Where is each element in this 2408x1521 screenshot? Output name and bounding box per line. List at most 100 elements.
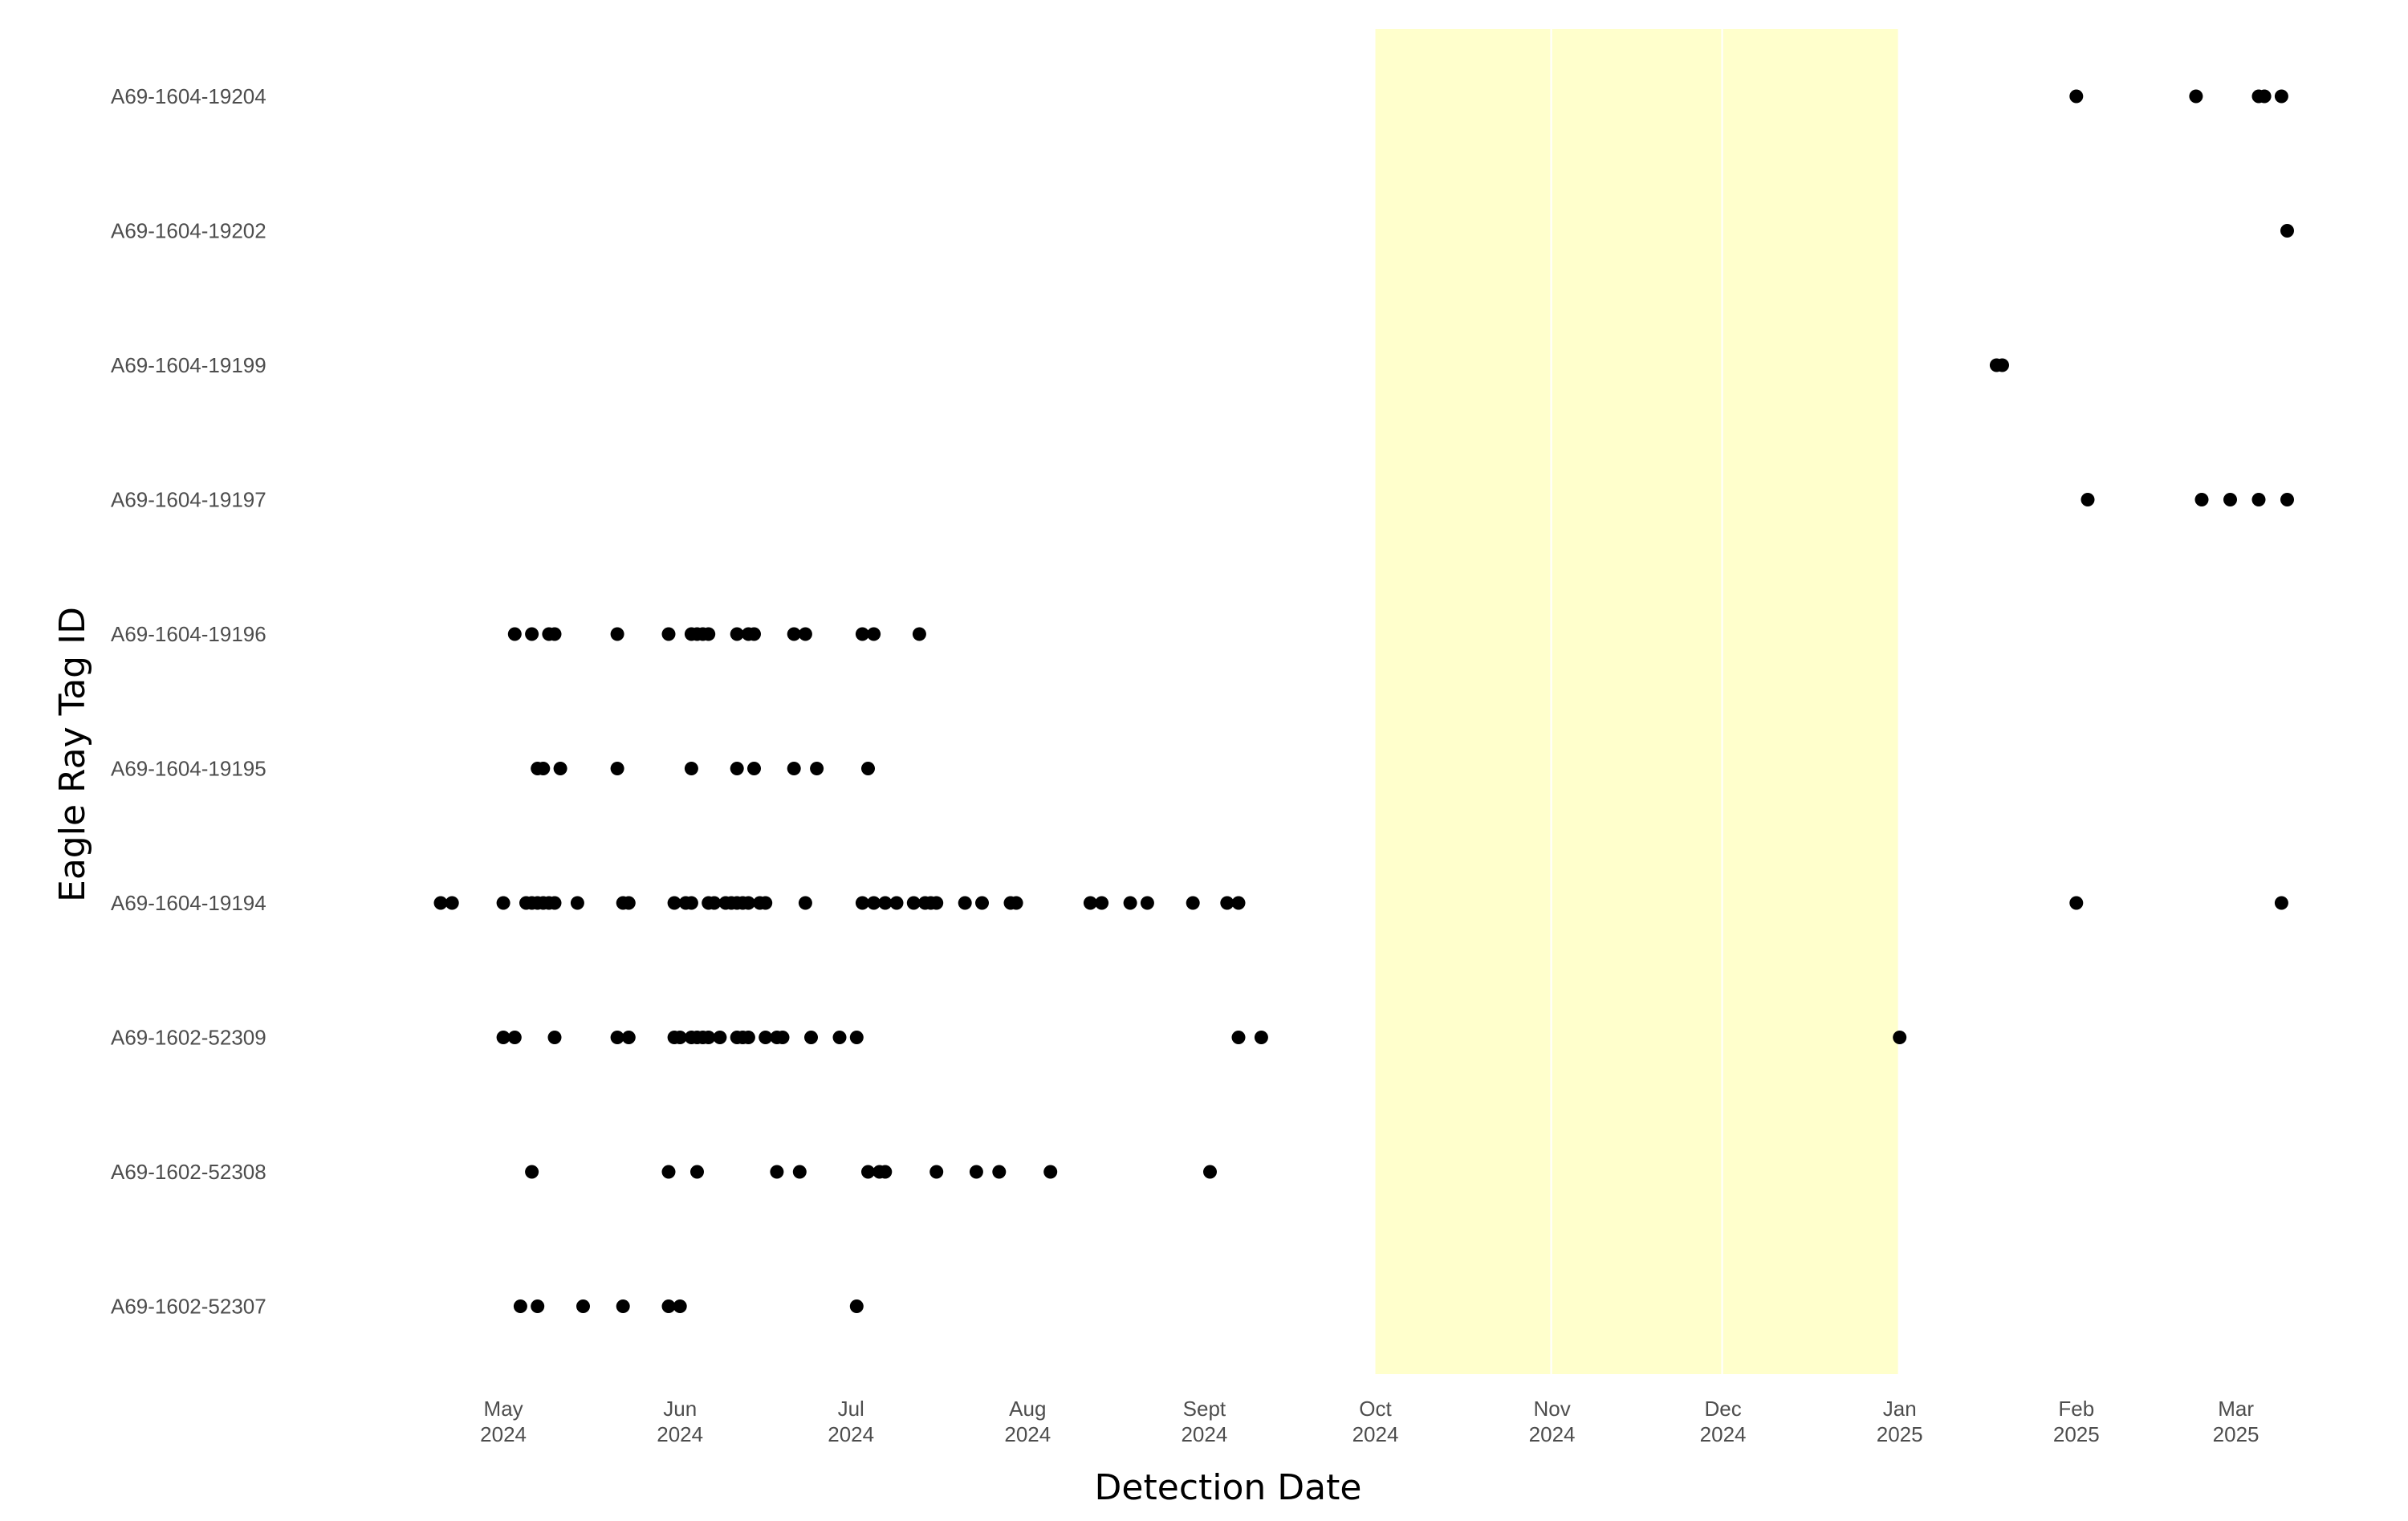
x-tick-label-year: 2024	[480, 1422, 527, 1446]
detection-point	[1893, 1031, 1907, 1044]
detection-point	[673, 1299, 687, 1313]
detection-point	[2189, 89, 2203, 104]
detection-points-layer	[433, 89, 2294, 1313]
detection-point	[730, 627, 744, 641]
detection-point	[496, 896, 510, 910]
detection-point	[1140, 896, 1154, 910]
detection-point	[547, 627, 562, 641]
detection-point	[547, 1031, 562, 1044]
y-tick-label: A69-1602-52308	[111, 1160, 266, 1184]
detection-point	[747, 762, 761, 775]
detection-point	[2194, 493, 2209, 506]
detection-point	[1995, 358, 2009, 372]
detection-point	[867, 627, 881, 641]
detection-point	[621, 896, 636, 910]
detection-point	[1043, 1165, 1058, 1179]
detection-point	[2280, 224, 2294, 238]
x-tick-label-year: 2024	[1529, 1422, 1576, 1446]
detection-point	[507, 627, 522, 641]
detection-point	[673, 1031, 687, 1044]
detection-point	[889, 896, 904, 910]
detection-point	[2274, 896, 2288, 910]
detection-point	[1186, 896, 1200, 910]
detection-point	[2223, 493, 2237, 506]
y-tick-label: A69-1604-19204	[111, 84, 266, 108]
detection-point	[861, 1165, 875, 1179]
x-tick-label-month: Mar	[2218, 1397, 2254, 1421]
detection-point	[855, 896, 869, 910]
x-tick-label-month: Oct	[1359, 1397, 1392, 1421]
detection-point	[730, 762, 744, 775]
shaded-period-layer	[1375, 29, 1898, 1374]
detection-point	[661, 1165, 676, 1179]
x-tick-label-month: Feb	[2058, 1397, 2094, 1421]
detection-point	[576, 1299, 590, 1313]
detection-point	[1203, 1165, 1217, 1179]
detection-point	[759, 1031, 773, 1044]
detection-point	[958, 896, 972, 910]
detection-point	[690, 1165, 704, 1179]
shaded-period-1	[1375, 29, 1551, 1374]
detection-point	[1220, 896, 1235, 910]
x-tick-label-year: 2024	[657, 1422, 703, 1446]
detection-point	[2081, 493, 2095, 506]
x-tick-label-year: 2024	[1700, 1422, 1747, 1446]
detection-point	[1231, 1031, 1246, 1044]
x-tick-label-month: Jul	[838, 1397, 864, 1421]
detection-point	[1009, 896, 1023, 910]
detection-point	[969, 1165, 983, 1179]
detection-point	[553, 762, 567, 775]
detection-point	[513, 1299, 527, 1313]
x-tick-label-month: Jun	[663, 1397, 697, 1421]
detection-point	[832, 1031, 847, 1044]
y-tick-label: A69-1602-52309	[111, 1026, 266, 1050]
detection-point	[536, 762, 551, 775]
y-tick-label: A69-1604-19197	[111, 488, 266, 512]
detection-point	[547, 896, 562, 910]
y-tick-label: A69-1604-19194	[111, 891, 266, 915]
detection-point	[2251, 493, 2266, 506]
detection-point	[929, 896, 944, 910]
detection-point	[804, 1031, 818, 1044]
detection-point	[445, 896, 459, 910]
detection-point	[849, 1299, 864, 1313]
detection-point	[616, 1299, 630, 1313]
y-axis-tick-labels: A69-1604-19204 A69-1604-19202 A69-1604-191…	[111, 84, 266, 1319]
detection-point	[1123, 896, 1137, 910]
detection-point	[810, 762, 824, 775]
detection-point	[684, 762, 698, 775]
detection-point	[798, 896, 812, 910]
detection-point	[667, 896, 681, 910]
x-tick-label-year: 2024	[1004, 1422, 1051, 1446]
detection-point	[433, 896, 448, 910]
x-tick-label-month: Dec	[1704, 1397, 1741, 1421]
detection-point	[878, 1165, 893, 1179]
y-axis-title: Eagle Ray Tag ID	[52, 607, 93, 902]
detection-point	[975, 896, 989, 910]
detection-point	[759, 896, 773, 910]
x-tick-label-month: Sept	[1183, 1397, 1226, 1421]
detection-point	[1231, 896, 1246, 910]
x-tick-label-month: Jan	[1883, 1397, 1917, 1421]
detection-point	[525, 627, 539, 641]
x-tick-label-year: 2025	[2213, 1422, 2260, 1446]
detection-point	[1095, 896, 1109, 910]
detection-point	[610, 1031, 624, 1044]
x-tick-label-month: May	[484, 1397, 523, 1421]
detection-point	[741, 896, 755, 910]
detection-point	[531, 1299, 545, 1313]
detection-point	[861, 762, 875, 775]
x-tick-label-year: 2025	[1877, 1422, 1923, 1446]
detection-point	[2069, 89, 2084, 104]
detection-point	[878, 896, 893, 910]
y-tick-label: A69-1602-52307	[111, 1295, 266, 1319]
x-tick-label-year: 2024	[1181, 1422, 1227, 1446]
detection-point	[787, 627, 801, 641]
y-tick-label: A69-1604-19196	[111, 622, 266, 646]
detection-point	[906, 896, 921, 910]
x-tick-label-year: 2024	[1352, 1422, 1399, 1446]
y-tick-label: A69-1604-19195	[111, 757, 266, 781]
x-axis-title: Detection Date	[1095, 1467, 1362, 1508]
